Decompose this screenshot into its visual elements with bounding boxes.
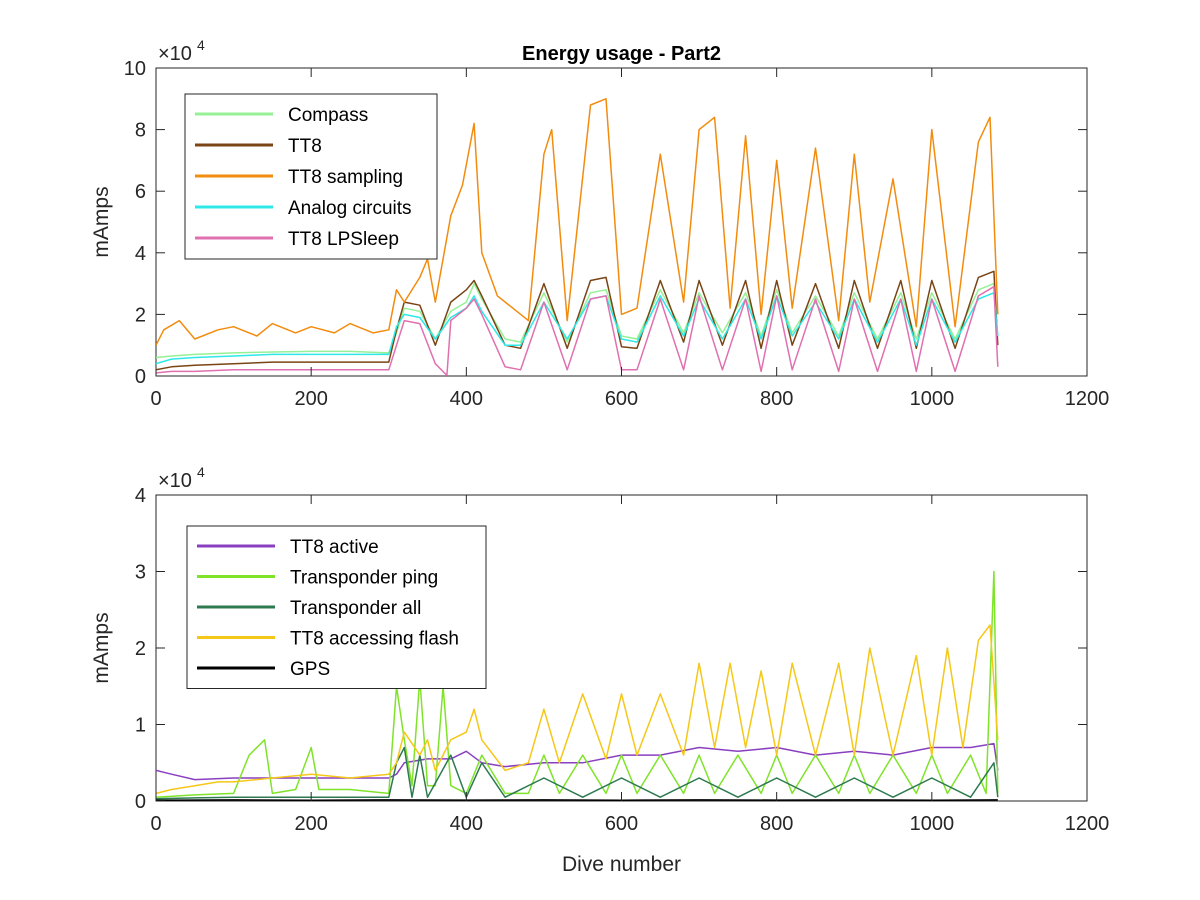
legend: TT8 active Transponder ping Transponder al…	[186, 525, 487, 689]
x-axis-label: Dive number	[562, 853, 681, 876]
y-exponent-base: ×10	[158, 470, 192, 492]
series-line-transponder-ping	[156, 570, 999, 798]
chart-panel-2: 0 200 400 600 800 1000 1200 0 1 2 3 4 ×10 4 mAmps Dive …	[90, 464, 1109, 876]
y-tick-label: 1	[135, 715, 146, 737]
chart-title: Energy usage - Part2	[522, 43, 721, 65]
y-tick-label: 0	[135, 791, 146, 813]
legend-label: TT8	[288, 136, 322, 157]
y-axis-label: mAmps	[90, 186, 113, 257]
legend-label: TT8 active	[290, 537, 379, 558]
series-line-tt8-accessing-flash	[156, 624, 999, 795]
y-tick-label: 8	[135, 120, 146, 142]
y-tick-label: 0	[135, 366, 146, 388]
x-tick-label: 400	[450, 388, 483, 410]
series-group	[156, 570, 999, 801]
legend-label: Compass	[288, 105, 368, 126]
y-exponent-base: ×10	[158, 43, 192, 65]
x-tick-label: 0	[150, 388, 161, 410]
legend-label: TT8 sampling	[288, 167, 403, 188]
series-line-tt8-sampling	[156, 98, 999, 346]
series-line-tt8-active	[156, 742, 999, 781]
legend-label: GPS	[290, 659, 330, 680]
legend: Compass TT8 TT8 sampling Analog circuits TT8…	[184, 93, 438, 260]
series-line-tt8	[156, 270, 999, 371]
y-axis-label: mAmps	[90, 612, 113, 683]
x-tick-label: 400	[450, 813, 483, 835]
y-tick-label: 4	[135, 485, 146, 507]
chart-panel-1: 0 200 400 600 800 1000 1200 0 2 4 6 8 10 ×10 4 mAmps Ene…	[90, 37, 1109, 410]
legend-label: Transponder ping	[290, 568, 438, 589]
x-tick-label: 200	[294, 813, 327, 835]
y-exponent-power: 4	[197, 464, 205, 480]
x-tick-label: 200	[294, 388, 327, 410]
y-tick-label: 2	[135, 638, 146, 660]
series-line-tt8-lpsleep	[156, 285, 999, 376]
x-tick-label: 800	[760, 813, 793, 835]
legend-label: TT8 LPSleep	[288, 229, 399, 250]
y-tick-label: 2	[135, 304, 146, 326]
x-tick-label: 1200	[1065, 388, 1110, 410]
x-tick-label: 1200	[1065, 813, 1110, 835]
series-group	[156, 98, 999, 376]
x-tick-label: 1000	[910, 388, 955, 410]
legend-label: Transponder all	[290, 598, 421, 619]
x-tick-label: 600	[605, 388, 638, 410]
series-line-transponder-all	[156, 746, 999, 800]
legend-box	[186, 525, 487, 689]
y-tick-label: 6	[135, 181, 146, 203]
y-exponent-power: 4	[197, 37, 205, 53]
y-tick-label: 3	[135, 562, 146, 584]
x-tick-label: 600	[605, 813, 638, 835]
y-tick-label: 10	[124, 58, 146, 80]
x-tick-label: 1000	[910, 813, 955, 835]
x-tick-label: 800	[760, 388, 793, 410]
legend-label: Analog circuits	[288, 198, 412, 219]
x-tick-label: 0	[150, 813, 161, 835]
legend-label: TT8 accessing flash	[290, 629, 459, 650]
y-tick-label: 4	[135, 243, 146, 265]
